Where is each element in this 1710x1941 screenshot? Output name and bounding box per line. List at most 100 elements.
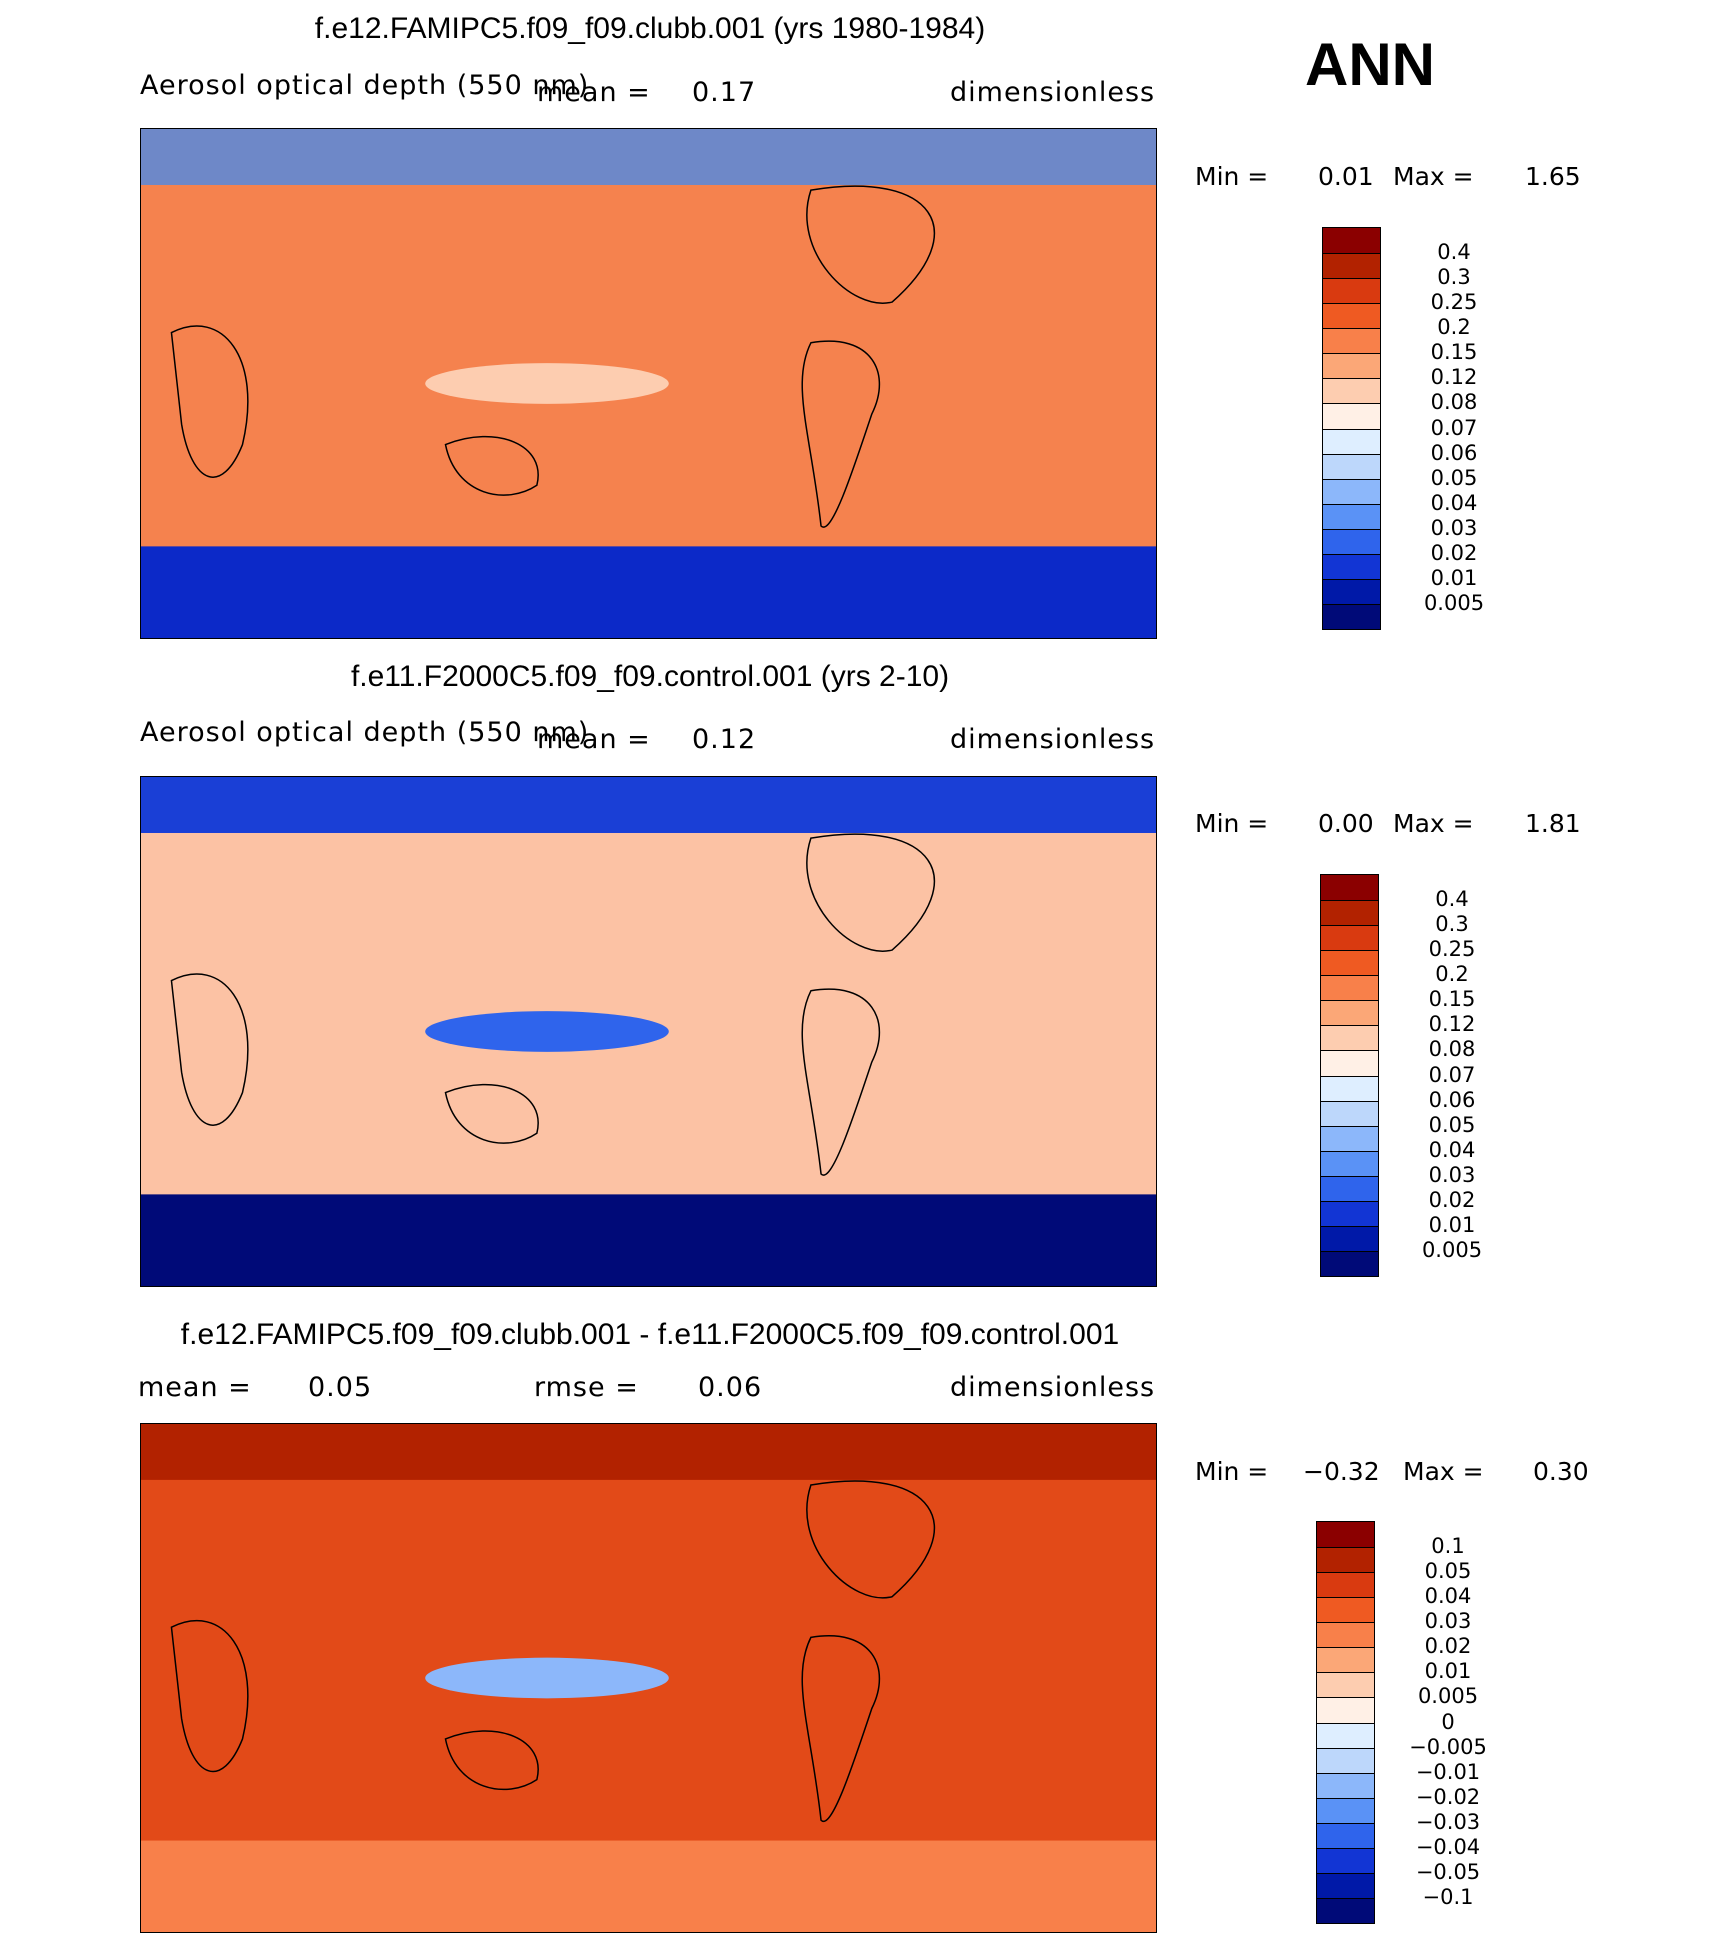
map-field-region	[141, 777, 1156, 833]
colorbar-segment	[1317, 1897, 1374, 1923]
map-field-region	[141, 1424, 1156, 1480]
colorbar-segment	[1317, 1672, 1374, 1698]
colorbar-segment	[1321, 1075, 1378, 1101]
colorbar-segment	[1321, 1150, 1378, 1176]
colorbar-tick-label: 0.2	[1437, 315, 1471, 340]
panel-1-variable: Aerosol optical depth (550 nm)	[140, 70, 590, 101]
colorbar-segment	[1317, 1772, 1374, 1798]
colorbar-tick-label: 0.3	[1437, 265, 1471, 290]
colorbar-tick-label: 0.005	[1421, 1237, 1483, 1262]
colorbar-tick-label: 0.25	[1430, 290, 1478, 315]
panel-3-min-label: Min =	[1195, 1457, 1269, 1486]
map-field-region	[425, 1657, 669, 1699]
colorbar-tick-label: 0.02	[1424, 1634, 1472, 1659]
panel-3-title: f.e12.FAMIPC5.f09_f09.clubb.001 - f.e11.…	[180, 1318, 1120, 1351]
panel-1-min-value: 0.01	[1318, 162, 1374, 191]
colorbar-tick-label: 0	[1441, 1709, 1455, 1734]
season-label: ANN	[1305, 31, 1435, 98]
panel-3-rmse-value: 0.06	[698, 1372, 763, 1403]
panel-1-max-value: 1.65	[1525, 162, 1581, 191]
panel-3-max-value: 0.30	[1533, 1457, 1589, 1486]
colorbar-tick-label: −0.03	[1415, 1809, 1481, 1834]
panel-3-max-label: Max =	[1403, 1457, 1484, 1486]
colorbar-segment	[1323, 578, 1380, 604]
panel-1-map	[140, 128, 1157, 639]
colorbar-segment	[1317, 1722, 1374, 1748]
colorbar-tick-label: 0.05	[1430, 465, 1478, 490]
colorbar-tick-label: 0.2	[1435, 962, 1469, 987]
panel-2-mean-label: mean =	[537, 724, 651, 755]
colorbar-segment	[1321, 1025, 1378, 1051]
coastline	[170, 1480, 935, 1823]
colorbar-segment	[1321, 1125, 1378, 1151]
colorbar-tick-label: 0.07	[1428, 1062, 1476, 1087]
panel-3-mean-label: mean =	[138, 1372, 252, 1403]
colorbar-segment	[1323, 278, 1380, 304]
colorbar-tick-label: 0.005	[1417, 1684, 1479, 1709]
colorbar-tick-label: 0.06	[1430, 440, 1478, 465]
panel-1-mean-value: 0.17	[692, 77, 757, 108]
colorbar-tick-label: 0.4	[1437, 240, 1471, 265]
colorbar-segment	[1323, 403, 1380, 429]
panel-3-colorbar	[1316, 1521, 1375, 1924]
colorbar-segment	[1323, 328, 1380, 354]
colorbar-segment	[1321, 950, 1378, 976]
colorbar-tick-label: 0.05	[1424, 1559, 1472, 1584]
colorbar-tick-label: 0.06	[1428, 1087, 1476, 1112]
colorbar-segment	[1321, 1175, 1378, 1201]
panel-2-min-value: 0.00	[1318, 809, 1374, 838]
colorbar-segment	[1323, 553, 1380, 579]
colorbar-tick-label: 0.04	[1430, 490, 1478, 515]
colorbar-tick-label: 0.1	[1431, 1534, 1465, 1559]
colorbar-tick-label: 0.05	[1428, 1112, 1476, 1137]
colorbar-tick-label: 0.3	[1435, 912, 1469, 937]
colorbar-segment	[1321, 1100, 1378, 1126]
map-field-region	[425, 363, 669, 404]
colorbar-tick-label: 0.03	[1428, 1162, 1476, 1187]
colorbar-segment	[1321, 875, 1378, 901]
panel-1-mean-label: mean =	[537, 77, 651, 108]
map-field	[141, 129, 1156, 638]
map-field	[141, 1424, 1156, 1932]
panel-3-mean-value: 0.05	[308, 1372, 373, 1403]
colorbar-segment	[1321, 1200, 1378, 1226]
colorbar-tick-label: 0.03	[1424, 1609, 1472, 1634]
map-field-region	[425, 1011, 669, 1052]
colorbar-tick-label: −0.05	[1415, 1859, 1481, 1884]
colorbar-tick-label: 0.08	[1428, 1037, 1476, 1062]
panel-2-colorbar	[1320, 874, 1379, 1277]
colorbar-segment	[1317, 1697, 1374, 1723]
colorbar-tick-label: −0.005	[1409, 1734, 1487, 1759]
colorbar-segment	[1323, 303, 1380, 329]
panel-1-title: f.e12.FAMIPC5.f09_f09.clubb.001 (yrs 198…	[314, 12, 986, 45]
colorbar-tick-label: 0.4	[1435, 887, 1469, 912]
colorbar-tick-label: 0.03	[1430, 515, 1478, 540]
colorbar-segment	[1317, 1622, 1374, 1648]
colorbar-tick-label: 0.01	[1430, 565, 1478, 590]
colorbar-segment	[1317, 1822, 1374, 1848]
colorbar-tick-label: −0.02	[1415, 1784, 1481, 1809]
panel-1-max-label: Max =	[1393, 162, 1474, 191]
panel-2-map	[140, 776, 1157, 1287]
panel-2-mean-value: 0.12	[692, 724, 757, 755]
colorbar-segment	[1323, 253, 1380, 279]
colorbar-segment	[1323, 428, 1380, 454]
colorbar-tick-label: −0.1	[1422, 1884, 1474, 1909]
panel-3-rmse-label: rmse =	[534, 1372, 639, 1403]
colorbar-segment	[1317, 1847, 1374, 1873]
colorbar-segment	[1323, 453, 1380, 479]
panel-3-map	[140, 1423, 1157, 1933]
map-field-region	[141, 546, 1156, 638]
colorbar-segment	[1317, 1647, 1374, 1673]
colorbar-segment	[1317, 1572, 1374, 1598]
colorbar-tick-label: 0.07	[1430, 415, 1478, 440]
colorbar-tick-label: 0.02	[1430, 540, 1478, 565]
colorbar-segment	[1321, 1000, 1378, 1026]
colorbar-tick-label: 0.15	[1428, 987, 1476, 1012]
colorbar-segment	[1317, 1522, 1374, 1548]
panel-2-max-value: 1.81	[1525, 809, 1581, 838]
colorbar-segment	[1321, 900, 1378, 926]
colorbar-segment	[1321, 925, 1378, 951]
panel-2-variable: Aerosol optical depth (550 nm)	[140, 717, 590, 748]
colorbar-segment	[1321, 1050, 1378, 1076]
